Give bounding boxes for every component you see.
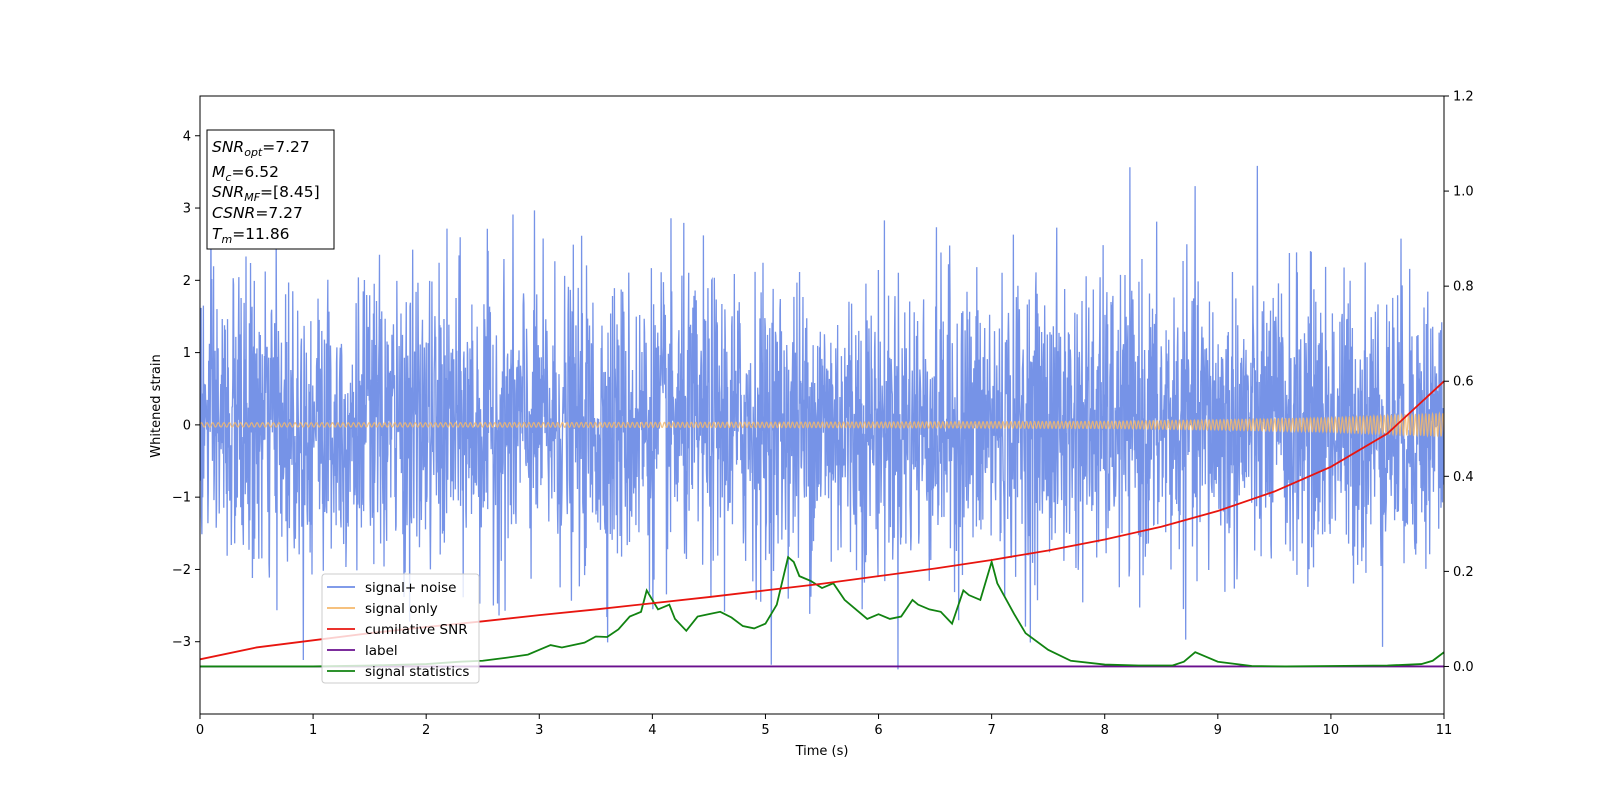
y-right-tick-label: 0.4 [1453, 470, 1474, 485]
info-line-sub: c [225, 171, 231, 184]
x-axis: 0 1 2 3 4 5 6 7 8 9 10 11 [196, 714, 1452, 738]
info-line-value: =7.27 [262, 138, 310, 156]
x-tick-label: 4 [648, 723, 656, 738]
x-tick-label: 8 [1101, 723, 1109, 738]
y-axis-label: Whitened strain [149, 354, 164, 457]
y-right-tick-label: 0.2 [1453, 565, 1474, 580]
x-tick-label: 11 [1436, 723, 1453, 738]
info-line: Tm=11.86 [212, 225, 290, 246]
info-line: Mc=6.52 [212, 163, 279, 184]
info-line-value: =7.27 [255, 204, 303, 222]
legend-label: signal only [365, 601, 438, 617]
x-tick-label: 1 [309, 723, 317, 738]
x-tick-label: 10 [1323, 723, 1340, 738]
y-right-tick-label: 0.0 [1453, 660, 1474, 675]
y-axis-right: 1.2 1.0 0.8 0.6 0.4 0.2 0.0 [1444, 90, 1474, 675]
y-left-tick-label: 4 [183, 129, 191, 144]
series-signal-statistics [200, 555, 1444, 668]
plot-frame [199, 95, 1445, 715]
x-axis-label: Time (s) [795, 744, 849, 759]
info-line-value: =6.52 [231, 163, 279, 181]
legend-frame [321, 573, 480, 684]
info-box: SNRopt=7.27Mc=6.52SNRMF=[8.45]CSNR=7.27T… [206, 129, 335, 250]
x-tick-label: 7 [987, 723, 995, 738]
x-tick-label: 6 [874, 723, 882, 738]
info-line-sub: MF [244, 191, 260, 204]
info-box-frame [206, 129, 335, 250]
x-tick-label: 0 [196, 723, 204, 738]
info-line-base: SNR [212, 138, 244, 156]
info-line-base: CSNR [212, 204, 255, 222]
info-line: CSNR=7.27 [212, 204, 303, 222]
series-signal-noise [200, 165, 1444, 670]
y-left-tick-label: 0 [183, 418, 191, 433]
y-left-tick-label: 2 [183, 274, 191, 289]
y-axis-left: 4 3 2 1 0 −1 −2 −3 [172, 129, 200, 650]
y-right-tick-label: 0.8 [1453, 280, 1474, 295]
x-tick-label: 3 [535, 723, 543, 738]
info-line-base: SNR [212, 183, 244, 201]
info-line-sub: opt [244, 146, 263, 159]
y-left-tick-label: 1 [183, 346, 191, 361]
y-right-tick-label: 1.0 [1453, 185, 1474, 200]
x-tick-label: 2 [422, 723, 430, 738]
info-line-sub: m [221, 233, 232, 246]
y-left-tick-label: 3 [183, 202, 191, 217]
info-line-value: =[8.45] [260, 183, 320, 201]
info-line: SNRMF=[8.45] [212, 183, 320, 204]
legend: signal+ noise signal only cumilative SNR la… [321, 573, 480, 684]
y-left-tick-label: −1 [172, 491, 191, 506]
info-line-base: T [212, 225, 223, 243]
info-line-value: =11.86 [232, 225, 289, 243]
y-left-tick-label: −2 [172, 563, 191, 578]
y-left-tick-label: −3 [172, 635, 191, 650]
x-tick-label: 5 [761, 723, 769, 738]
legend-label: signal statistics [365, 664, 469, 680]
info-line-base: M [212, 163, 225, 181]
legend-label: cumilative SNR [365, 622, 468, 638]
legend-label: label [365, 643, 398, 659]
x-tick-label: 9 [1214, 723, 1222, 738]
series-signal-only [200, 411, 1444, 438]
legend-label: signal+ noise [365, 580, 456, 596]
info-line: SNRopt=7.27 [212, 138, 310, 159]
y-right-tick-label: 1.2 [1453, 90, 1474, 105]
y-right-tick-label: 0.6 [1453, 375, 1474, 390]
